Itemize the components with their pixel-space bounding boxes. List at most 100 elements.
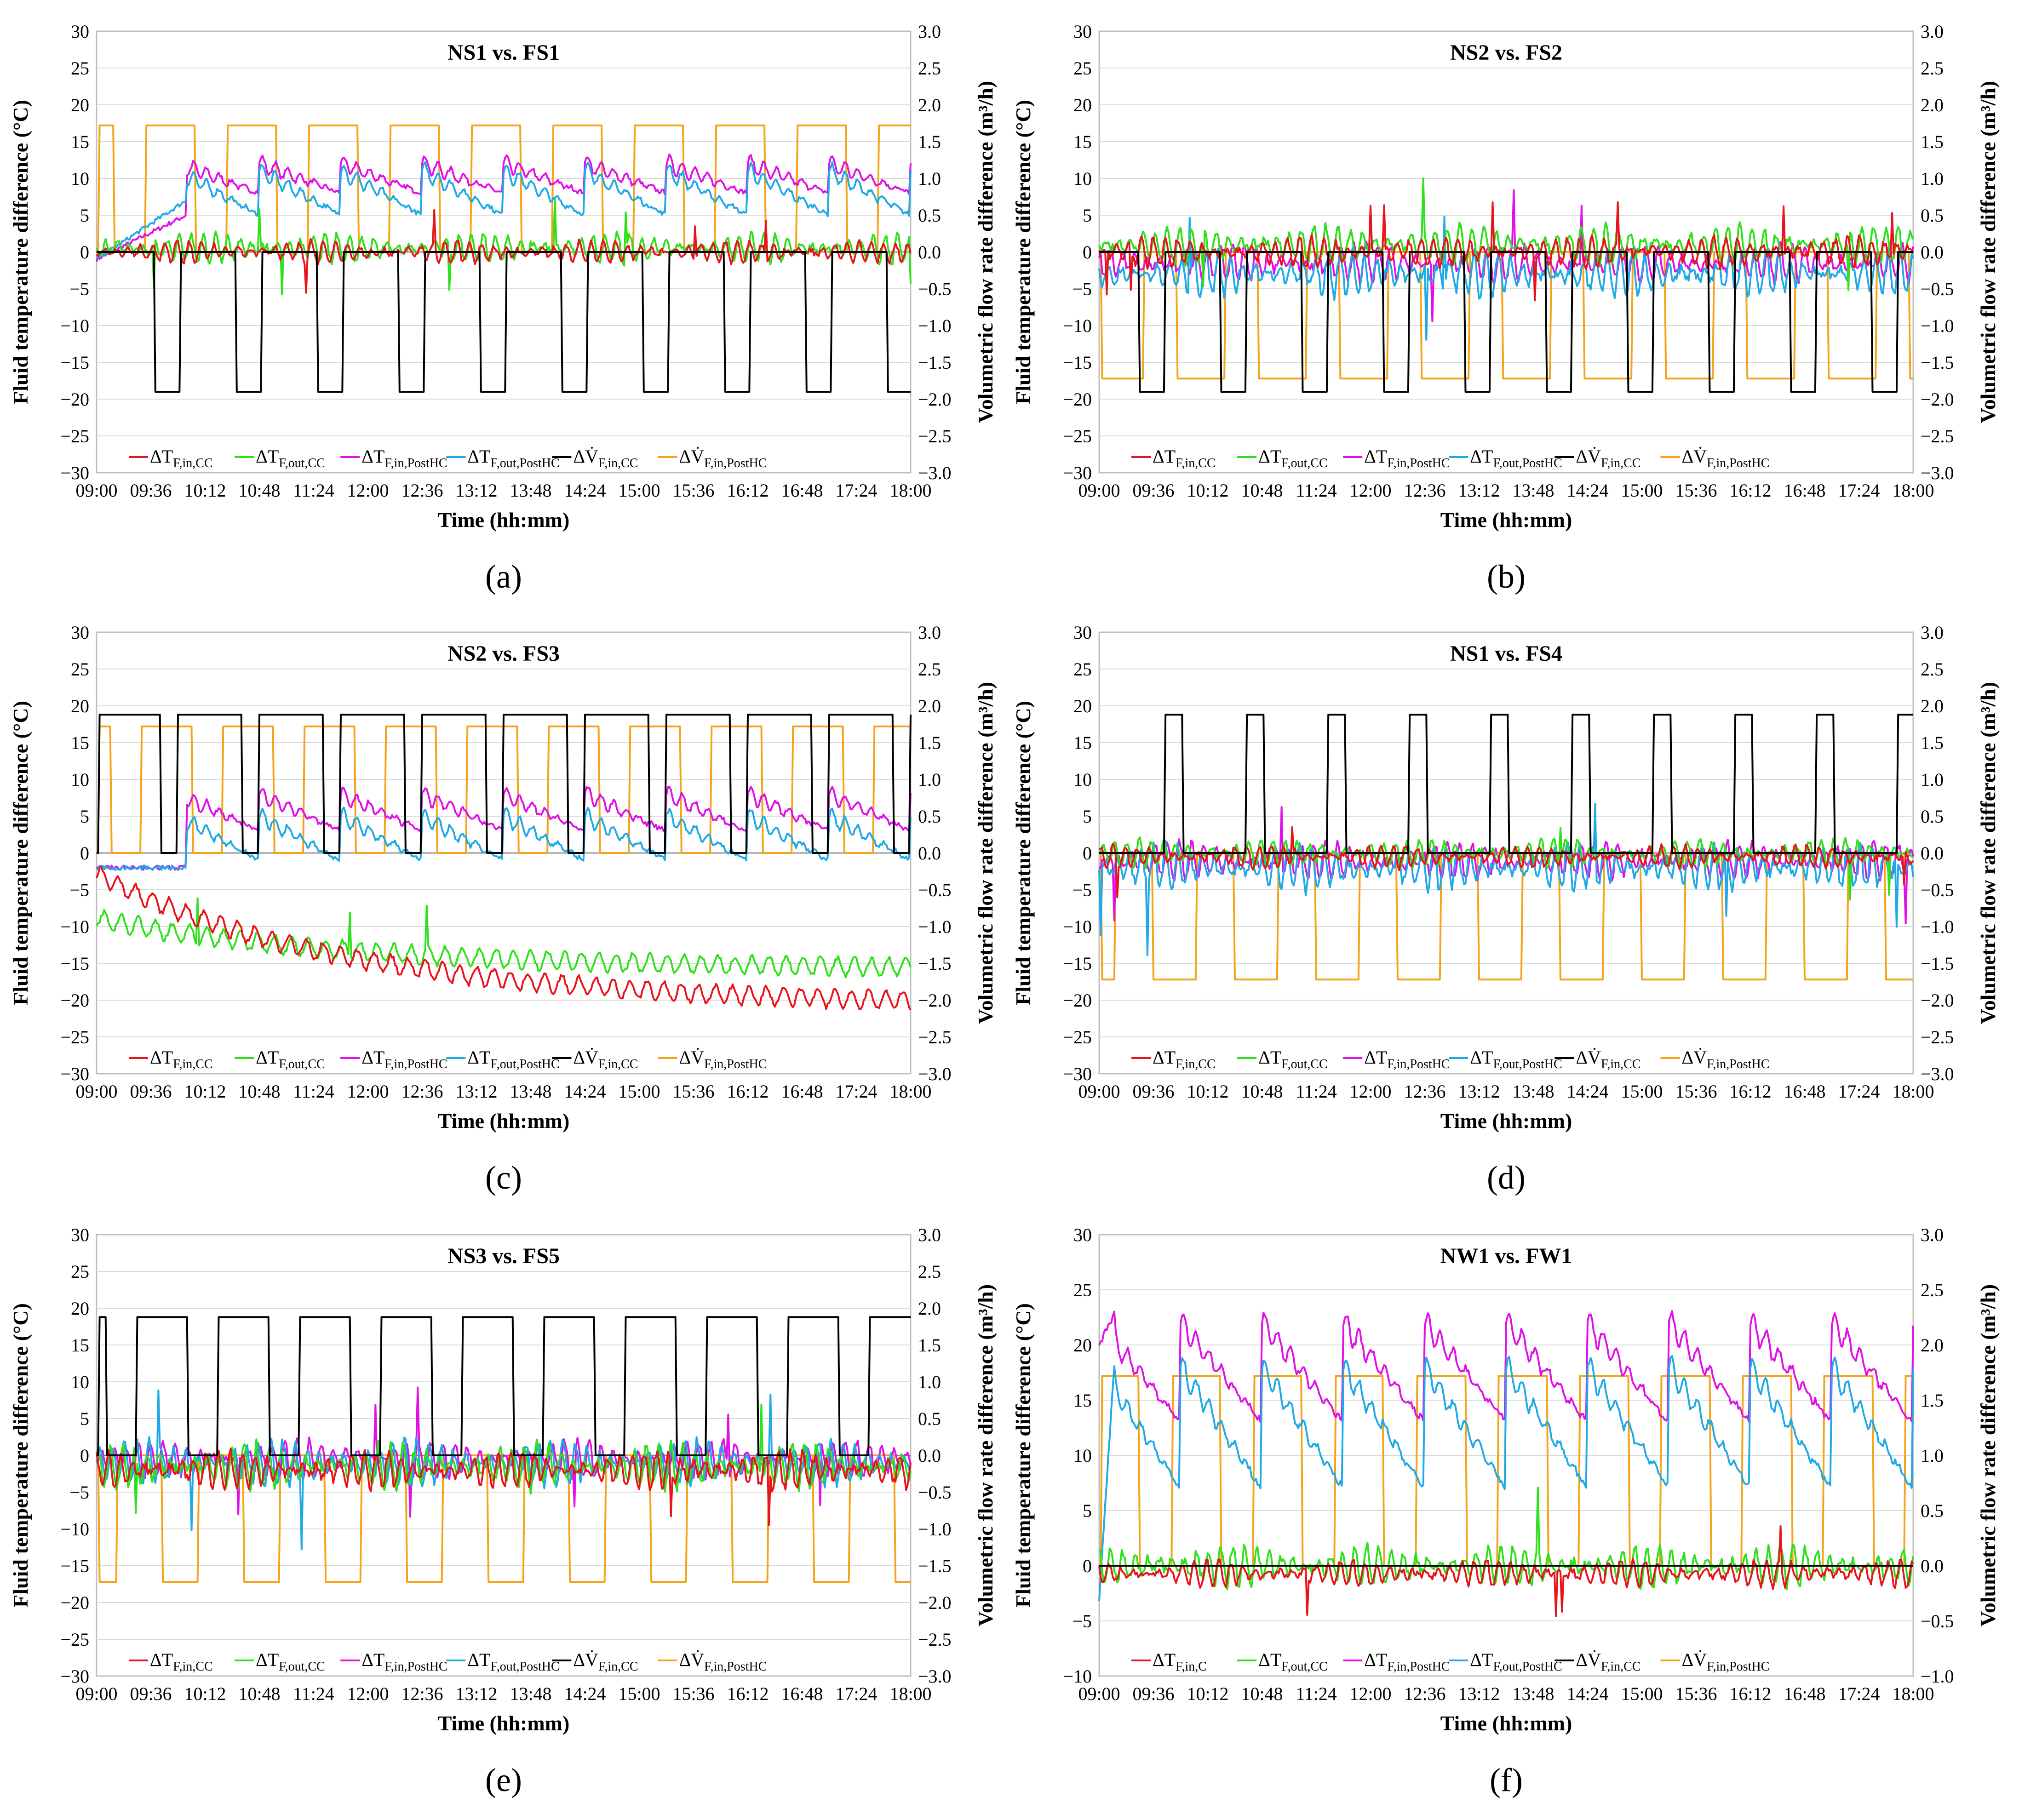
y-tick-label: −15 (60, 953, 89, 974)
y-tick-label: −25 (60, 426, 89, 446)
legend-sub: F,in,PostHC (704, 1057, 767, 1071)
y-tick-label: −30 (60, 1064, 89, 1084)
y2-tick-label: −2.5 (1921, 426, 1954, 446)
y-tick-label: 5 (1083, 806, 1092, 827)
y2-tick-label: 0.0 (918, 1445, 941, 1466)
legend-entry: ΔTF,out,PostHC (467, 1047, 559, 1071)
legend-sub: F,in,CC (598, 456, 638, 470)
y2-tick-label: 3.0 (1921, 622, 1944, 643)
chart-panel: 30 25 20 15 10 5 0 −5 −10 −15 −20 −25 −30 3.0 2.5 2.0 1.… (9, 622, 997, 1196)
y-tick-label: 5 (80, 806, 89, 827)
y2-tick-label: 1.0 (1921, 769, 1944, 790)
y2-axis-title: Volumetric flow rate difference (m³/h) (1976, 682, 2000, 1024)
chart-title: NS1 vs. FS4 (1450, 641, 1562, 666)
x-tick-label: 12:00 (1349, 480, 1391, 501)
x-tick-label: 14:24 (564, 480, 606, 501)
x-tick-label: 10:12 (1187, 1081, 1228, 1102)
x-tick-label: 16:12 (727, 480, 769, 501)
y2-tick-label: −1.5 (1921, 352, 1954, 373)
x-tick-label: 12:00 (1349, 1683, 1391, 1704)
legend-main: ΔV̇ (679, 1649, 705, 1670)
chart-title: NS3 vs. FS5 (447, 1244, 560, 1268)
y-tick-label: −25 (60, 1027, 89, 1047)
x-tick-label: 13:12 (1458, 480, 1500, 501)
x-tick-label: 13:48 (510, 1081, 551, 1102)
x-tick-label: 14:24 (564, 1683, 606, 1704)
y-axis-title: Fluid temperature difference (°C) (1011, 1303, 1035, 1608)
legend-sub: F,in,CC (1601, 456, 1640, 470)
legend-main: ΔT (1364, 446, 1387, 467)
y-tick-label: −15 (60, 1556, 89, 1576)
panel-label: (f) (1490, 1762, 1523, 1798)
legend-sub: F,out,CC (1281, 1057, 1327, 1071)
legend-main: ΔT (467, 446, 490, 467)
legend-entry: ΔTF,in,PostHC (1364, 1649, 1450, 1674)
x-tick-label: 15:36 (1675, 1081, 1717, 1102)
x-tick-label: 09:36 (130, 1081, 172, 1102)
series-line-dT_out_CC (96, 897, 912, 979)
legend-entry: ΔTF,in,CC (1153, 446, 1216, 470)
legend-entry: ΔTF,out,CC (256, 446, 325, 470)
y2-tick-label: 0.0 (1921, 1556, 1944, 1576)
x-tick-label: 10:12 (184, 480, 226, 501)
legend-entry: ΔTF,in,C (1153, 1649, 1207, 1674)
legend-main: ΔT (467, 1649, 490, 1670)
y2-tick-label: −2.0 (918, 990, 952, 1011)
y-tick-label: 20 (71, 696, 89, 716)
legend-main: ΔT (256, 1649, 279, 1670)
legend-entry: ΔTF,out,CC (1258, 1649, 1328, 1674)
y-tick-label: −10 (60, 315, 89, 336)
legend-entry: ΔV̇F,in,CC (573, 446, 638, 470)
y-axis-title: Fluid temperature difference (°C) (1011, 701, 1035, 1005)
legend-entry: ΔV̇F,in,CC (573, 1047, 638, 1071)
legend-main: ΔT (1153, 446, 1176, 467)
legend-main: ΔV̇ (1576, 1047, 1601, 1068)
panel-label: (e) (485, 1762, 522, 1798)
legend-main: ΔV̇ (1682, 446, 1707, 467)
y2-tick-label: 0.0 (918, 242, 941, 263)
y2-tick-label: 0.5 (1921, 1500, 1944, 1521)
y2-tick-label: −3.0 (918, 1064, 952, 1084)
x-tick-label: 09:36 (130, 480, 172, 501)
y-tick-label: −5 (69, 279, 89, 299)
y-tick-label: 10 (1073, 769, 1092, 790)
y2-axis-title: Volumetric flow rate difference (m³/h) (1976, 81, 2000, 423)
x-tick-label: 16:48 (1784, 1081, 1825, 1102)
y2-tick-label: 1.0 (1921, 168, 1944, 189)
x-tick-label: 15:36 (672, 1081, 714, 1102)
x-tick-label: 15:00 (618, 1081, 660, 1102)
legend-main: ΔV̇ (1682, 1649, 1707, 1670)
chart-title: NS2 vs. FS3 (447, 641, 560, 666)
legend-entry: ΔTF,out,CC (256, 1649, 325, 1674)
x-tick-label: 13:12 (455, 1081, 497, 1102)
x-tick-label: 09:36 (1132, 1081, 1174, 1102)
legend-entry: ΔTF,out,CC (1258, 446, 1328, 470)
y2-tick-label: 3.0 (918, 622, 941, 643)
x-tick-label: 11:24 (293, 480, 334, 501)
legend-sub: F,in,PostHC (384, 1660, 447, 1674)
legend-sub: F,out,PostHC (1493, 1057, 1562, 1071)
y2-tick-label: 1.5 (918, 733, 941, 753)
y2-tick-label: 2.5 (918, 58, 941, 79)
y2-tick-label: −0.5 (918, 279, 952, 299)
legend-entry: ΔTF,in,PostHC (361, 1047, 447, 1071)
y-tick-label: 10 (71, 168, 89, 189)
y-tick-label: 10 (1073, 1445, 1092, 1466)
y-tick-label: 30 (1073, 21, 1092, 42)
y2-tick-label: 2.0 (1921, 95, 1944, 115)
x-tick-label: 10:48 (238, 1683, 280, 1704)
legend-entry: ΔV̇F,in,CC (1576, 1047, 1640, 1071)
y-tick-label: 25 (71, 58, 89, 79)
legend-entry: ΔV̇F,in,PostHC (679, 446, 767, 470)
x-tick-label: 10:12 (184, 1683, 226, 1704)
legend-main: ΔV̇ (1682, 1047, 1707, 1068)
y-tick-label: 25 (1073, 1280, 1092, 1300)
y-tick-label: −5 (1072, 279, 1092, 299)
x-tick-label: 18:00 (1892, 1683, 1934, 1704)
y2-tick-label: −3.0 (1921, 463, 1954, 483)
y-tick-label: −20 (60, 389, 89, 410)
x-tick-label: 15:36 (672, 1683, 714, 1704)
y2-tick-label: 1.0 (918, 168, 941, 189)
legend-sub: F,out,CC (1281, 456, 1327, 470)
x-tick-label: 14:24 (1566, 480, 1608, 501)
